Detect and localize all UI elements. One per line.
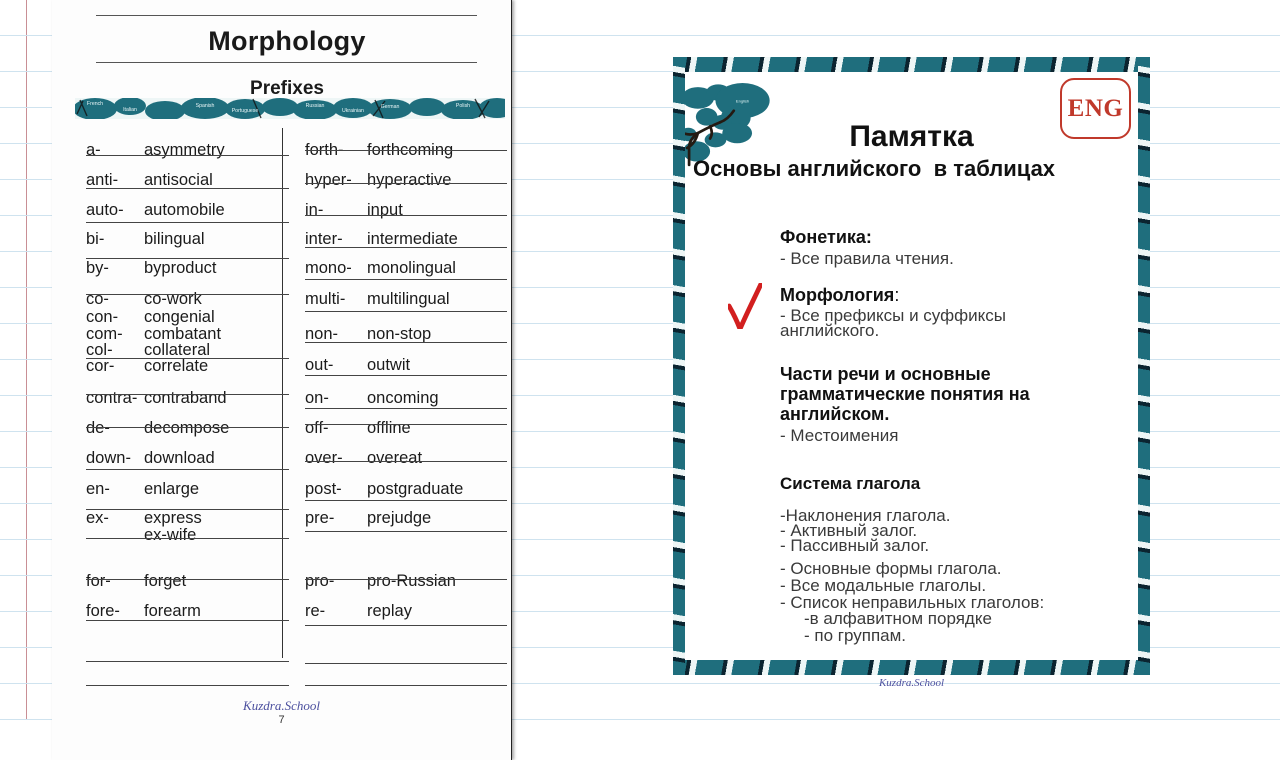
svg-text:Ukrainian: Ukrainian (342, 108, 364, 114)
svg-text:English: English (736, 99, 749, 104)
svg-text:Portuguese: Portuguese (232, 108, 259, 114)
svg-text:Russian: Russian (306, 103, 325, 109)
svg-text:Polish: Polish (456, 103, 470, 109)
svg-text:Spanish: Spanish (196, 103, 215, 109)
svg-text:French: French (87, 101, 103, 107)
svg-text:German: German (381, 104, 400, 110)
svg-text:Italian: Italian (123, 107, 137, 113)
